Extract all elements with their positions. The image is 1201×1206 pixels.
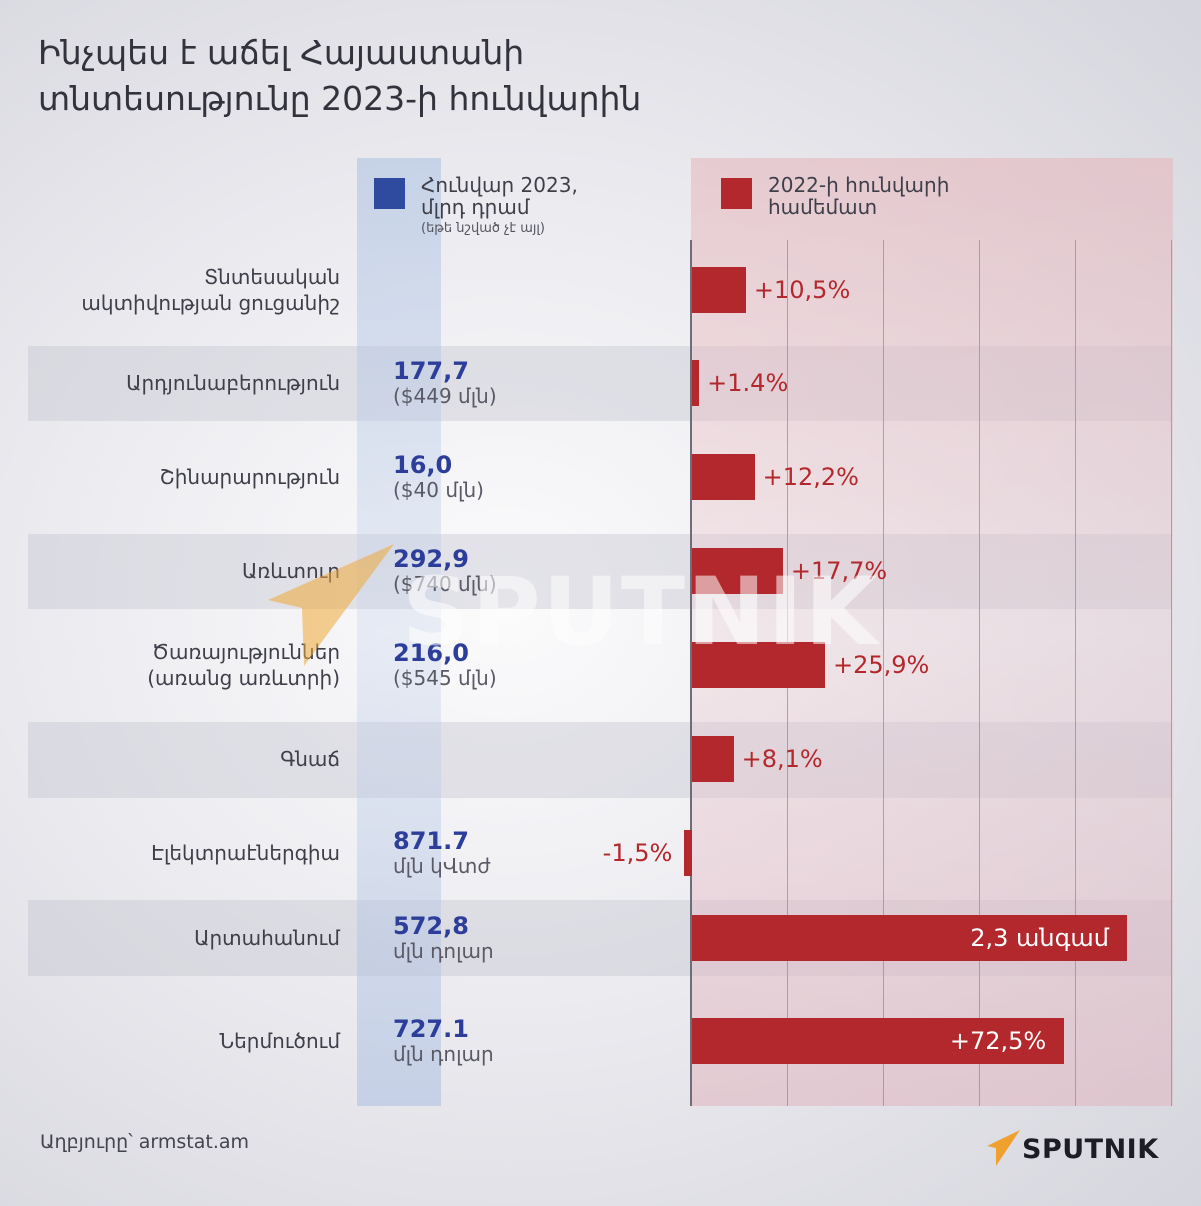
grid-line bbox=[979, 240, 980, 1106]
value-2023: 871.7 մլն կՎտժ bbox=[393, 828, 491, 878]
legend-red-line1: 2022-ի հունվարի bbox=[768, 173, 950, 197]
change-label: +10,5% bbox=[753, 276, 851, 304]
legend-red-text: 2022-ի հունվարի համեմատ bbox=[768, 174, 949, 218]
value-2023: 177,7 ($449 մլն) bbox=[393, 358, 497, 408]
category-label: Էլեկտրաէներգիա bbox=[151, 841, 340, 865]
grid-line bbox=[883, 240, 884, 1106]
legend-blue-text: Հունվար 2023, մլրդ դրամ (եթե նշված չէ այ… bbox=[421, 174, 578, 240]
value-2023: 16,0 ($40 մլն) bbox=[393, 452, 484, 502]
value-2023-unit: ($449 մլն) bbox=[393, 384, 497, 408]
legend-change: 2022-ի հունվարի համեմատ bbox=[721, 174, 1021, 224]
change-label: +17,7% bbox=[790, 557, 888, 585]
change-label: +12,2% bbox=[762, 463, 859, 491]
source-note: Աղբյուրը՝ armstat.am bbox=[40, 1131, 250, 1153]
value-2023-unit: մլն կՎտժ bbox=[393, 854, 491, 878]
grid-line bbox=[1075, 240, 1076, 1106]
value-2023-unit: մլն դոլար bbox=[393, 939, 494, 963]
values-column-background bbox=[357, 158, 441, 1106]
change-bar bbox=[692, 454, 755, 500]
value-2023: 216,0 ($545 մլն) bbox=[393, 640, 497, 690]
category-label: Առևտուր bbox=[241, 559, 340, 583]
zero-axis-line bbox=[690, 240, 692, 1106]
change-bar bbox=[692, 267, 746, 313]
category-label: Տնտեսական ակտիվության ցուցանիշ bbox=[81, 265, 340, 315]
value-2023-number: 216,0 bbox=[393, 639, 469, 667]
title-line-1: Ինչպես է աճել Հայաստանի bbox=[38, 33, 525, 72]
legend-blue-line1: Հունվար 2023, bbox=[421, 173, 578, 197]
change-bar bbox=[692, 548, 783, 594]
value-2023: 292,9 ($740 մլն) bbox=[393, 546, 497, 596]
legend-values: Հունվար 2023, մլրդ դրամ (եթե նշված չէ այ… bbox=[374, 174, 674, 244]
value-2023-unit: ($740 մլն) bbox=[393, 572, 497, 596]
change-label: 2,3 անգամ bbox=[970, 924, 1109, 952]
value-2023-number: 16,0 bbox=[393, 451, 453, 479]
value-2023-unit: մլն դոլար bbox=[393, 1042, 494, 1066]
value-2023-number: 177,7 bbox=[393, 357, 469, 385]
value-2023-number: 871.7 bbox=[393, 827, 469, 855]
change-label: +1.4% bbox=[707, 369, 789, 397]
change-bar bbox=[692, 736, 734, 782]
value-2023-number: 292,9 bbox=[393, 545, 469, 573]
change-label: -1,5% bbox=[602, 839, 673, 867]
value-2023-unit: ($545 մլն) bbox=[393, 666, 497, 690]
legend-red-swatch bbox=[721, 178, 752, 209]
legend-blue-swatch bbox=[374, 178, 405, 209]
change-label: +8,1% bbox=[741, 745, 823, 773]
value-2023-number: 572,8 bbox=[393, 912, 469, 940]
title-line-2: տնտեսությունը 2023-ի հունվարին bbox=[38, 79, 642, 118]
change-bar bbox=[684, 830, 692, 876]
category-label: Ծառայություններ (առանց առևտրի) bbox=[147, 640, 340, 690]
legend-red-line2: համեմատ bbox=[768, 195, 878, 219]
value-2023-unit: ($40 մլն) bbox=[393, 478, 484, 502]
category-label: Գնաճ bbox=[280, 747, 340, 771]
chart-title: Ինչպես է աճել Հայաստանի տնտեսությունը 20… bbox=[38, 30, 838, 122]
category-label: Արդյունաբերություն bbox=[126, 371, 340, 395]
legend-blue-line2: մլրդ դրամ bbox=[421, 195, 530, 219]
category-label: Ներմուծում bbox=[219, 1029, 340, 1053]
change-label: +72,5% bbox=[949, 1027, 1047, 1055]
change-bar bbox=[692, 360, 700, 406]
category-label: Շինարարություն bbox=[159, 465, 340, 489]
change-bar bbox=[692, 915, 1127, 961]
value-2023: 572,8 մլն դոլար bbox=[393, 913, 494, 963]
change-bar bbox=[692, 642, 825, 688]
grid-line bbox=[1171, 240, 1172, 1106]
sputnik-logo-icon bbox=[987, 1130, 1020, 1166]
value-2023-number: 727.1 bbox=[393, 1015, 469, 1043]
logo-text: SPUTNIK bbox=[1022, 1134, 1159, 1165]
legend-blue-note: (եթե նշված չէ այլ) bbox=[421, 221, 546, 236]
change-bar bbox=[692, 1018, 1065, 1064]
value-2023: 727.1 մլն դոլար bbox=[393, 1016, 494, 1066]
change-label: +25,9% bbox=[832, 651, 930, 679]
category-label: Արտահանում bbox=[194, 926, 340, 950]
sputnik-logo: SPUTNIK bbox=[986, 1128, 1166, 1168]
